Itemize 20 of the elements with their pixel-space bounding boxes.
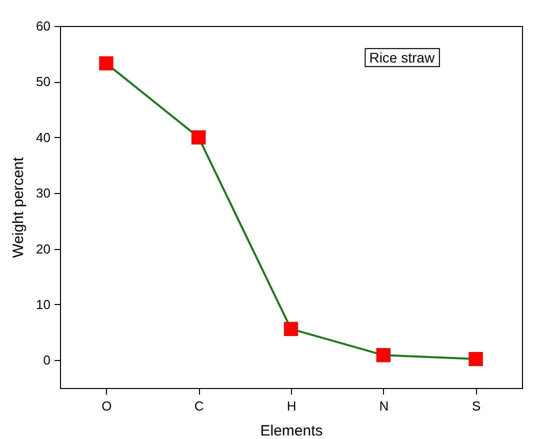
point xyxy=(192,130,206,144)
x-tick-label: S xyxy=(472,398,481,414)
annotation: Rice straw xyxy=(369,50,436,66)
y-tick-label: 0 xyxy=(43,352,50,368)
x-axis-title: Elements xyxy=(260,422,323,439)
x-tick-label: H xyxy=(286,398,296,414)
x-tick-label: O xyxy=(102,398,112,414)
point xyxy=(99,56,114,70)
x-tick-label: C xyxy=(194,398,204,414)
y-tick-label: 40 xyxy=(36,130,50,145)
y-tick-label: 60 xyxy=(36,18,50,34)
y-tick-label: 30 xyxy=(36,186,50,201)
y-axis-title: Weight percent xyxy=(10,156,28,258)
point xyxy=(284,322,298,336)
y-tick-label: 20 xyxy=(36,241,50,256)
y-tick-label: 10 xyxy=(36,296,50,312)
y-tick-label: 50 xyxy=(36,74,50,90)
point xyxy=(376,348,390,362)
point xyxy=(468,352,483,366)
x-tick-label: N xyxy=(379,398,389,414)
